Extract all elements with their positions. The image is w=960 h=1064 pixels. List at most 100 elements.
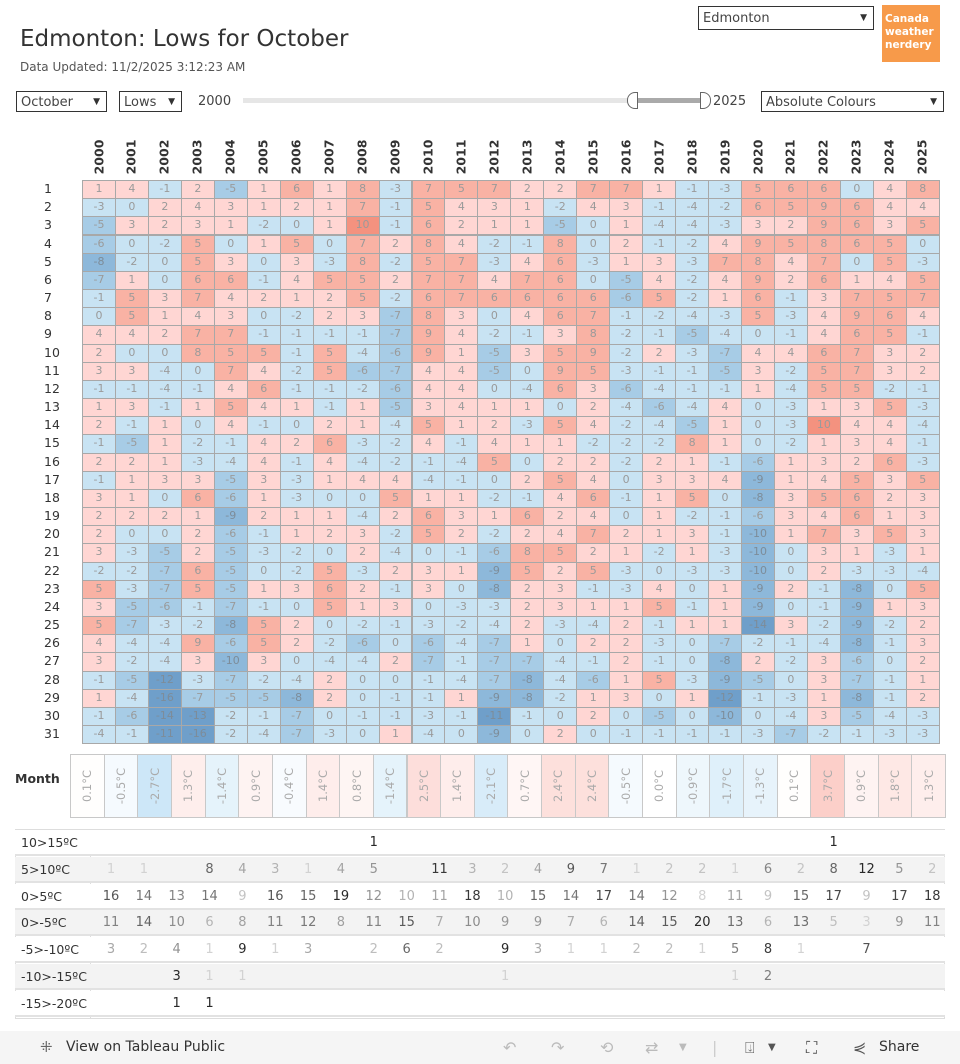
heatmap-cell[interactable]: -1: [312, 379, 347, 400]
heatmap-cell[interactable]: 4: [806, 470, 841, 490]
heatmap-cell[interactable]: 1: [444, 343, 479, 363]
heatmap-cell[interactable]: -2: [806, 616, 841, 636]
heatmap-cell[interactable]: 0: [839, 180, 874, 200]
heatmap-cell[interactable]: 2: [905, 361, 940, 381]
heatmap-cell[interactable]: 2: [82, 416, 116, 436]
heatmap-cell[interactable]: 0: [246, 561, 281, 581]
heatmap-cell[interactable]: 2: [246, 289, 281, 309]
heatmap-cell[interactable]: 3: [609, 688, 644, 708]
heatmap-cell[interactable]: -6: [345, 361, 380, 381]
heatmap-cell[interactable]: 2: [147, 198, 182, 218]
month-average-cell[interactable]: 1.3°C: [170, 754, 206, 818]
heatmap-cell[interactable]: 1: [444, 561, 479, 581]
heatmap-cell[interactable]: 0: [213, 234, 248, 254]
heatmap-cell[interactable]: -2: [609, 416, 644, 436]
heatmap-cell[interactable]: 5: [345, 270, 380, 290]
heatmap-cell[interactable]: 5: [510, 561, 545, 581]
heatmap-cell[interactable]: -2: [708, 198, 742, 218]
heatmap-cell[interactable]: 1: [180, 398, 215, 418]
heatmap-cell[interactable]: 0: [147, 343, 182, 363]
heatmap-cell[interactable]: -2: [609, 343, 644, 363]
heatmap-cell[interactable]: 0: [675, 579, 710, 599]
heatmap-cell[interactable]: 1: [312, 180, 347, 200]
heatmap-cell[interactable]: 6: [576, 488, 611, 509]
heatmap-cell[interactable]: 4: [345, 470, 380, 490]
heatmap-cell[interactable]: 0: [609, 507, 644, 527]
heatmap-cell[interactable]: -1: [675, 180, 710, 200]
heatmap-cell[interactable]: 2: [609, 616, 644, 636]
month-average-cell[interactable]: -2.7°C: [137, 754, 172, 818]
heatmap-cell[interactable]: -2: [477, 234, 512, 254]
heatmap-cell[interactable]: 3: [180, 216, 215, 236]
heatmap-cell[interactable]: -2: [543, 688, 578, 708]
heatmap-cell[interactable]: 4: [708, 234, 742, 254]
month-average-cell[interactable]: -0.5°C: [103, 754, 139, 818]
heatmap-cell[interactable]: -3: [180, 670, 215, 690]
heatmap-cell[interactable]: -1: [576, 652, 611, 672]
heatmap-cell[interactable]: 0: [312, 616, 347, 636]
heatmap-cell[interactable]: 1: [312, 470, 347, 490]
heatmap-cell[interactable]: 9: [411, 343, 446, 363]
heatmap-cell[interactable]: -2: [147, 234, 182, 254]
heatmap-cell[interactable]: -8: [213, 616, 248, 636]
heatmap-cell[interactable]: 6: [411, 289, 446, 309]
heatmap-cell[interactable]: -1: [147, 180, 182, 200]
heatmap-cell[interactable]: 4: [312, 452, 347, 472]
undo-icon[interactable]: ↶: [503, 1038, 517, 1057]
heatmap-cell[interactable]: 0: [82, 307, 116, 327]
heatmap-cell[interactable]: -9: [477, 688, 512, 708]
heatmap-cell[interactable]: -3: [675, 343, 710, 363]
heatmap-cell[interactable]: -1: [839, 725, 874, 745]
heatmap-cell[interactable]: -5: [213, 180, 248, 200]
heatmap-cell[interactable]: 3: [510, 343, 545, 363]
heatmap-cell[interactable]: -1: [444, 706, 479, 727]
heatmap-cell[interactable]: -2: [378, 289, 413, 309]
heatmap-cell[interactable]: 2: [477, 416, 512, 436]
heatmap-cell[interactable]: 0: [444, 725, 479, 745]
heatmap-cell[interactable]: 4: [444, 379, 479, 400]
heatmap-cell[interactable]: -2: [114, 652, 149, 672]
heatmap-cell[interactable]: 2: [609, 652, 644, 672]
heatmap-cell[interactable]: 6: [180, 488, 215, 509]
heatmap-cell[interactable]: -2: [675, 289, 710, 309]
heatmap-cell[interactable]: -1: [675, 597, 710, 618]
heatmap-cell[interactable]: -6: [477, 543, 512, 563]
heatmap-cell[interactable]: 3: [839, 398, 874, 418]
heatmap-cell[interactable]: -1: [675, 379, 710, 400]
heatmap-cell[interactable]: 2: [378, 561, 413, 581]
heatmap-cell[interactable]: 5: [905, 579, 940, 599]
heatmap-cell[interactable]: 7: [806, 525, 841, 545]
heatmap-cell[interactable]: 1: [806, 688, 841, 708]
heatmap-cell[interactable]: -3: [609, 579, 644, 599]
heatmap-cell[interactable]: 5: [378, 488, 413, 509]
heatmap-cell[interactable]: -4: [576, 616, 611, 636]
heatmap-cell[interactable]: 4: [543, 525, 578, 545]
heatmap-cell[interactable]: 3: [675, 525, 710, 545]
heatmap-cell[interactable]: 7: [708, 252, 742, 272]
heatmap-cell[interactable]: 5: [411, 525, 446, 545]
heatmap-cell[interactable]: 4: [213, 289, 248, 309]
heatmap-cell[interactable]: -8: [839, 579, 874, 599]
heatmap-cell[interactable]: -1: [378, 198, 413, 218]
heatmap-cell[interactable]: 6: [543, 252, 578, 272]
heatmap-cell[interactable]: -5: [477, 361, 512, 381]
heatmap-cell[interactable]: 5: [741, 307, 775, 327]
heatmap-cell[interactable]: 1: [675, 543, 710, 563]
heatmap-cell[interactable]: 4: [806, 325, 841, 345]
heatmap-cell[interactable]: -2: [872, 616, 907, 636]
heatmap-cell[interactable]: 6: [411, 507, 446, 527]
heatmap-cell[interactable]: 3: [246, 652, 281, 672]
heatmap-cell[interactable]: -6: [378, 379, 413, 400]
heatmap-cell[interactable]: -1: [82, 434, 116, 454]
heatmap-cell[interactable]: 7: [839, 361, 874, 381]
heatmap-cell[interactable]: -5: [246, 688, 281, 708]
heatmap-cell[interactable]: 2: [378, 234, 413, 254]
heatmap-cell[interactable]: 3: [806, 543, 841, 563]
heatmap-cell[interactable]: 9: [741, 270, 775, 290]
heatmap-cell[interactable]: 2: [510, 525, 545, 545]
heatmap-cell[interactable]: 2: [180, 525, 215, 545]
heatmap-cell[interactable]: -6: [576, 670, 611, 690]
heatmap-cell[interactable]: 5: [411, 416, 446, 436]
heatmap-cell[interactable]: 1: [872, 507, 907, 527]
heatmap-cell[interactable]: 6: [279, 180, 314, 200]
